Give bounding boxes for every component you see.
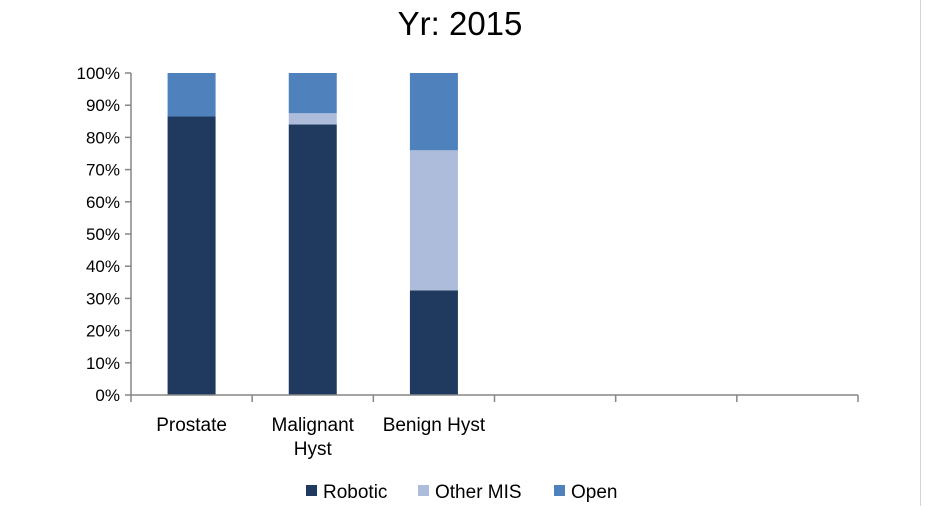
legend-swatch: [418, 485, 429, 496]
y-tick-label: 10%: [86, 354, 120, 373]
legend: Robotic Other MIS Open: [306, 482, 617, 503]
y-tick-label: 50%: [86, 225, 120, 244]
bars: [167, 73, 458, 396]
legend-swatch: [554, 485, 565, 496]
chart-title: Yr: 2015: [398, 5, 523, 42]
bar-segment-other-mis: [288, 113, 337, 125]
panel-edge-divider: [920, 0, 921, 506]
y-tick-label: 90%: [86, 96, 120, 115]
y-tick-label: 40%: [86, 257, 120, 276]
legend-label: Open: [571, 482, 617, 503]
bar-segment-other-mis: [409, 150, 458, 291]
y-tick-label: 20%: [86, 322, 120, 341]
bar-segment-open: [167, 73, 216, 117]
y-tick-label: 80%: [86, 128, 120, 147]
y-tick-label: 100%: [77, 64, 120, 83]
x-tick-label: Prostate: [156, 415, 227, 436]
bar-segment-robotic: [167, 116, 216, 395]
legend-swatch: [306, 485, 317, 496]
x-tick-label: Benign Hyst: [383, 415, 486, 436]
bar-segment-robotic: [288, 124, 337, 396]
bar-segment-open: [409, 73, 458, 151]
legend-label: Robotic: [323, 482, 387, 503]
bar-segment-robotic: [409, 290, 458, 395]
y-tick-label: 0%: [95, 386, 120, 405]
bar-segment-open: [288, 73, 337, 114]
y-tick-label: 30%: [86, 289, 120, 308]
x-axis: Prostate Malignant Hyst Benign Hyst: [130, 394, 859, 460]
legend-label: Other MIS: [435, 482, 522, 503]
y-axis: 0% 10% 20% 30% 40% 50% 60% 70% 80% 90% 100%: [77, 64, 132, 405]
y-tick-label: 70%: [86, 161, 120, 180]
y-tick-label: 60%: [86, 193, 120, 212]
x-tick-label: Malignant Hyst: [272, 415, 355, 460]
